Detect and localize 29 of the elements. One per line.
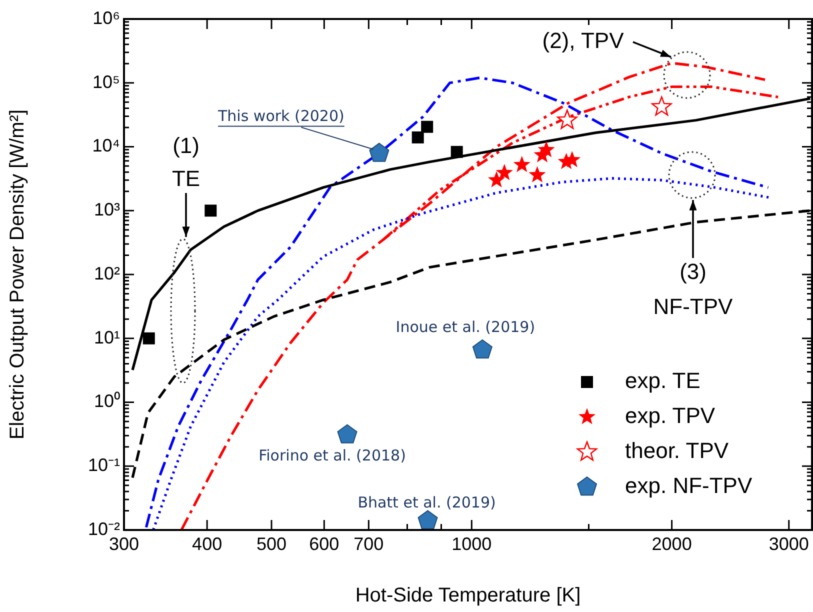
legend-label: exp. TPV <box>625 403 716 428</box>
y-tick-label: 10² <box>94 263 120 284</box>
y-axis-title: Electric Output Power Density [W/m²] <box>6 109 29 440</box>
legend-label: theor. TPV <box>625 438 729 464</box>
x-tick-label: 2000 <box>652 534 692 554</box>
x-tick-label: 700 <box>354 534 384 554</box>
legend-label: exp. NF-TPV <box>625 473 752 498</box>
annotation: Inoue et al. (2019) <box>396 318 536 336</box>
legend-label: exp. TE <box>625 368 700 394</box>
annotation: Bhatt et al. (2019) <box>358 494 496 512</box>
annotation: (2), TPV <box>542 28 624 54</box>
x-tick-label: 500 <box>256 534 287 554</box>
y-tick-label: 10⁶ <box>92 8 120 28</box>
y-tick-label: 10⁰ <box>94 391 120 412</box>
x-tick-label: 300 <box>108 534 140 554</box>
annotation: This work (2020) <box>217 107 344 126</box>
x-axis-title: Hot-Side Temperature [K] <box>355 584 581 607</box>
y-tick-label: 10⁵ <box>92 72 120 92</box>
x-tick-label: 600 <box>309 534 340 554</box>
y-tick-label: 10⁻¹ <box>88 455 120 476</box>
y-tick-label: 10¹ <box>94 327 120 348</box>
annotation: (3) NF-TPV <box>653 259 734 320</box>
annotation: (1) TE <box>172 133 200 192</box>
x-tick-label: 1000 <box>452 534 492 554</box>
y-tick-label: 10⁴ <box>92 136 120 156</box>
x-tick-label: 400 <box>192 534 222 554</box>
annotation: Fiorino et al. (2018) <box>258 446 406 465</box>
x-tick-label: 3000 <box>768 534 809 554</box>
y-tick-label: 10³ <box>94 200 120 220</box>
